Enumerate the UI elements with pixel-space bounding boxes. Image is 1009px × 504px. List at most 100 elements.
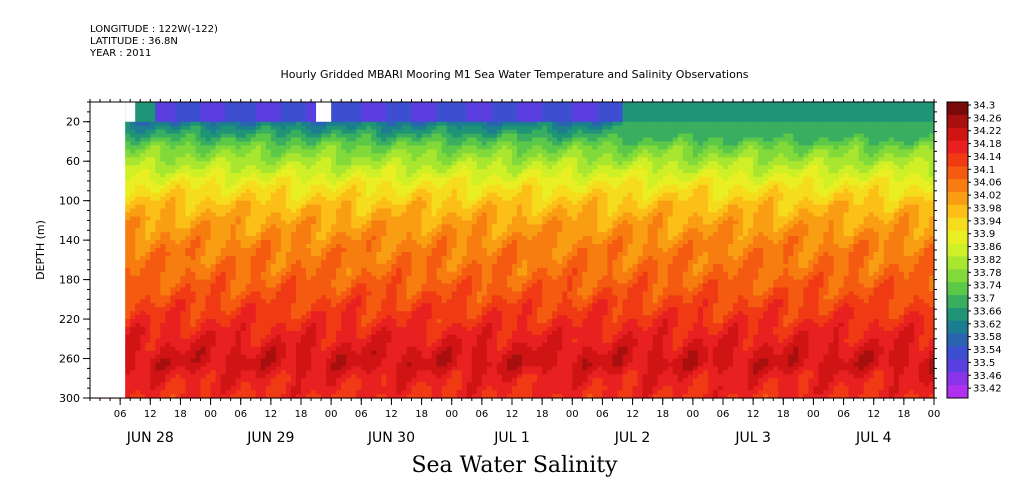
heatmap-cell	[351, 338, 357, 344]
heatmap-cell	[215, 232, 222, 237]
heatmap-cell	[411, 255, 418, 261]
heatmap-cell	[376, 334, 382, 340]
heatmap-cell	[155, 105, 161, 111]
heatmap-cell	[280, 109, 287, 115]
heatmap-cell	[416, 291, 423, 296]
heatmap-cell	[235, 370, 242, 375]
heatmap-cell	[235, 334, 242, 340]
heatmap-cell	[386, 117, 393, 123]
heatmap-cell	[321, 232, 327, 237]
heatmap-cell	[311, 157, 317, 162]
heatmap-cell	[180, 109, 187, 115]
heatmap-cell	[200, 319, 207, 324]
heatmap-cell	[185, 255, 192, 261]
heatmap-cell	[220, 323, 227, 328]
heatmap-cell	[135, 145, 141, 150]
heatmap-cell	[250, 188, 257, 194]
heatmap-cell	[356, 390, 362, 395]
heatmap-cell	[240, 267, 247, 273]
heatmap-cell	[150, 220, 156, 225]
heatmap-cell	[381, 244, 388, 249]
heatmap-cell	[290, 307, 297, 312]
heatmap-cell	[165, 184, 171, 190]
heatmap-cell	[290, 109, 297, 115]
heatmap-cell	[396, 204, 403, 210]
heatmap-cell	[386, 133, 393, 139]
heatmap-cell	[366, 196, 372, 202]
heatmap-cell	[185, 350, 192, 356]
heatmap-cell	[321, 362, 327, 368]
heatmap-cell	[180, 240, 187, 245]
heatmap-cell	[361, 141, 367, 147]
heatmap-cell	[250, 382, 257, 387]
heatmap-cell	[230, 105, 237, 111]
heatmap-cell	[260, 283, 267, 289]
heatmap-cell	[235, 125, 242, 131]
heatmap-cell	[235, 251, 242, 257]
heatmap-cell	[160, 394, 166, 399]
heatmap-cell	[371, 244, 377, 249]
heatmap-cell	[165, 125, 171, 131]
heatmap-cell	[215, 287, 222, 293]
heatmap-cell	[265, 382, 272, 387]
heatmap-cell	[285, 133, 292, 139]
heatmap-cell	[255, 180, 262, 186]
heatmap-cell	[240, 358, 247, 364]
heatmap-cell	[255, 330, 262, 336]
heatmap-cell	[361, 208, 367, 214]
heatmap-cell	[170, 184, 177, 190]
heatmap-cell	[205, 176, 212, 182]
heatmap-cell	[331, 161, 337, 166]
heatmap-cell	[240, 173, 247, 178]
heatmap-cell	[175, 176, 182, 182]
heatmap-cell	[381, 129, 388, 135]
heatmap-cell	[270, 326, 277, 332]
heatmap-cell	[165, 149, 171, 154]
heatmap-cell	[381, 386, 388, 391]
heatmap-cell	[285, 279, 292, 285]
heatmap-cell	[240, 109, 247, 115]
heatmap-cell	[200, 358, 207, 364]
heatmap-cell	[361, 200, 367, 206]
heatmap-cell	[341, 315, 347, 320]
heatmap-cell	[361, 121, 367, 127]
heatmap-cell	[255, 244, 262, 249]
heatmap-cell	[361, 354, 367, 360]
heatmap-cell	[361, 366, 367, 371]
heatmap-cell	[165, 212, 171, 218]
heatmap-cell	[391, 180, 398, 186]
heatmap-cell	[260, 173, 267, 178]
heatmap-cell	[145, 255, 151, 261]
heatmap-cell	[336, 251, 342, 257]
heatmap-cell	[205, 232, 212, 237]
heatmap-cell	[160, 263, 166, 269]
heatmap-cell	[235, 236, 242, 241]
heatmap-cell	[250, 366, 257, 371]
heatmap-cell	[185, 200, 192, 206]
heatmap-cell	[235, 240, 242, 245]
heatmap-cell	[406, 386, 413, 391]
heatmap-cell	[326, 362, 332, 368]
heatmap-cell	[411, 271, 418, 277]
heatmap-cell	[356, 133, 362, 139]
heatmap-cell	[295, 133, 302, 139]
heatmap-cell	[381, 200, 388, 206]
heatmap-cell	[200, 113, 207, 119]
heatmap-cell	[225, 271, 232, 277]
heatmap-cell	[356, 204, 362, 210]
heatmap-cell	[411, 275, 418, 281]
heatmap-cell	[210, 204, 217, 210]
heatmap-cell	[225, 169, 232, 174]
heatmap-cell	[230, 374, 237, 379]
metadata-block: LONGITUDE : 122W(-122) LATITUDE : 36.8N …	[90, 24, 218, 60]
heatmap-cell	[285, 145, 292, 150]
heatmap-cell	[175, 358, 182, 364]
heatmap-cell	[285, 161, 292, 166]
heatmap-cell	[351, 180, 357, 186]
heatmap-cell	[366, 354, 372, 360]
heatmap-cell	[155, 338, 161, 344]
heatmap-cell	[260, 208, 267, 214]
heatmap-cell	[155, 263, 161, 269]
heatmap-cell	[306, 224, 312, 229]
heatmap-cell	[275, 362, 282, 368]
